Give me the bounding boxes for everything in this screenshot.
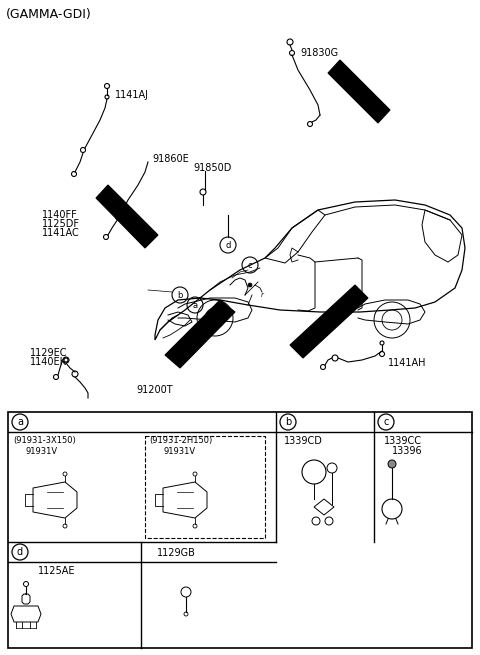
Text: 1129GB: 1129GB: [156, 548, 195, 558]
Text: d: d: [225, 240, 231, 250]
Text: 1141AH: 1141AH: [388, 358, 427, 368]
Circle shape: [388, 460, 396, 468]
Text: 91850D: 91850D: [193, 163, 231, 173]
Polygon shape: [165, 300, 235, 368]
Text: 91200T: 91200T: [137, 385, 173, 395]
Text: 1339CD: 1339CD: [284, 436, 323, 446]
Text: 1141AJ: 1141AJ: [115, 90, 149, 100]
Text: r: r: [261, 292, 264, 298]
Polygon shape: [96, 185, 158, 248]
Text: (91931-3X150): (91931-3X150): [13, 436, 76, 445]
Text: b: b: [177, 291, 183, 299]
Text: (91931-2H150): (91931-2H150): [149, 436, 212, 445]
Text: 1140FF: 1140FF: [42, 210, 78, 220]
Bar: [145, 436, 265, 538]
Text: 1129EC: 1129EC: [30, 348, 68, 358]
Text: 1339CC: 1339CC: [384, 436, 422, 446]
Text: 91860E: 91860E: [152, 154, 189, 164]
Text: (GAMMA-GDI): (GAMMA-GDI): [6, 8, 92, 21]
Text: 91830G: 91830G: [300, 48, 338, 58]
Text: c: c: [248, 261, 252, 269]
Text: 13396: 13396: [392, 446, 422, 456]
Text: 1140EK: 1140EK: [30, 357, 67, 367]
Text: 91931V: 91931V: [26, 447, 58, 456]
Text: 1125AE: 1125AE: [38, 566, 75, 576]
Bar: [8, 412, 472, 648]
Text: 1141AC: 1141AC: [42, 228, 80, 238]
Text: 1125DF: 1125DF: [42, 219, 80, 229]
Text: 91931V: 91931V: [163, 447, 195, 456]
Polygon shape: [328, 60, 390, 123]
Circle shape: [248, 283, 252, 287]
Text: b: b: [285, 417, 291, 427]
Text: a: a: [17, 417, 23, 427]
Polygon shape: [290, 285, 368, 358]
Text: c: c: [384, 417, 389, 427]
Text: a: a: [192, 301, 198, 310]
Text: d: d: [17, 547, 23, 557]
